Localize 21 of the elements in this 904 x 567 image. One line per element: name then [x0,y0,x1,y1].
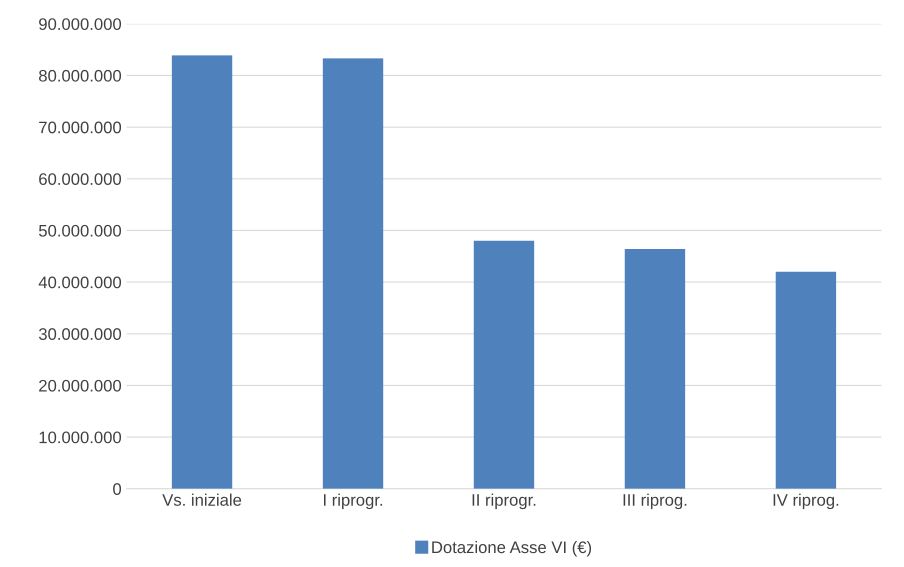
x-tick-label: II riprogr. [472,494,536,510]
y-tick-label: 70.000.000 [39,122,122,134]
y-tick-label: 20.000.000 [39,380,122,392]
bar [172,55,232,489]
y-tick-label: 90.000.000 [39,18,122,30]
y-tick-label: 40.000.000 [38,276,122,288]
bar [474,240,534,489]
x-tick-label: Vs. iniziale [162,494,242,506]
y-tick-label: 60.000.000 [39,173,122,185]
y-tick-label: 0 [113,483,122,495]
bar [776,272,836,489]
x-tick-label: IV riprog. [774,494,838,510]
y-tick-label: 10.000.000 [40,431,122,444]
y-tick-label: 30.000.000 [38,328,122,340]
bar [322,58,384,489]
bar [624,249,686,489]
x-tick-label: I riprogr. [324,494,382,510]
x-tick-label: III riprog. [624,494,686,510]
y-tick-label: 50.000.000 [38,224,122,237]
y-tick-label: 80.000.000 [39,70,122,82]
legend-label: Dotazione Asse VI (€) [432,540,592,556]
